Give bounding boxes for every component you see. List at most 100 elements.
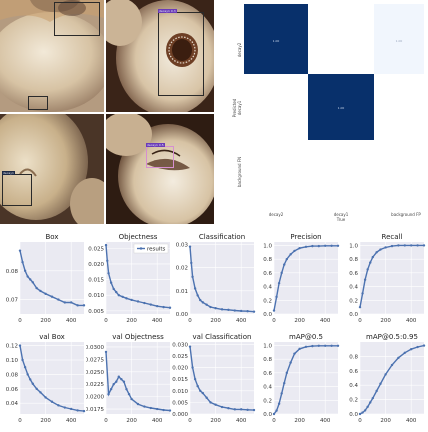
x-tick-label: 200 <box>294 318 305 324</box>
y-tick-label: 0.03 <box>176 242 189 248</box>
data-point <box>272 309 276 312</box>
x-tick-label: 200 <box>210 418 221 424</box>
data-point <box>26 373 29 376</box>
data-point <box>168 409 172 412</box>
subplot-title: Recall <box>382 233 403 241</box>
data-point <box>21 358 24 362</box>
data-point <box>277 402 281 405</box>
x-tick-label: 0 <box>188 418 192 424</box>
data-point <box>44 396 47 399</box>
subplot-val-classification: 0.000 0.005 0.010 0.015 0.020 0.025 0.030 0 200 4… <box>170 330 256 432</box>
y-tick-label: 1.0 <box>349 243 358 249</box>
x-tick-label: 0 <box>18 418 22 424</box>
y-tick-label: 0.04 <box>6 401 19 407</box>
cell-decay2-decay2 <box>244 4 308 74</box>
data-point <box>121 295 124 298</box>
data-point <box>109 281 113 284</box>
subplot-title: Classification <box>199 233 245 241</box>
y-tick-label: 0.06 <box>6 387 19 393</box>
x-tick-label: 400 <box>320 318 331 324</box>
data-point <box>127 392 131 396</box>
data-point <box>57 298 60 301</box>
data-point <box>39 289 42 293</box>
cell-decay2-background <box>374 4 424 74</box>
data-point <box>26 275 29 278</box>
data-point <box>201 391 204 395</box>
data-point <box>336 244 340 247</box>
data-point <box>21 260 24 264</box>
data-point <box>375 251 378 254</box>
plot-area <box>20 242 84 314</box>
confusion-matrix: 1.00 1.00 1.00 decay2 decay1 Predicted b… <box>214 0 428 228</box>
y-tick-label: 0.0175 <box>86 407 104 413</box>
cell-decay1-decay1 <box>308 74 374 140</box>
x-tick-label: 400 <box>406 418 417 424</box>
data-point <box>324 244 327 247</box>
data-point <box>397 244 400 247</box>
data-point <box>209 401 212 404</box>
subplot-map-0-5-0-95: 0.0 0.2 0.4 0.6 0.8 0 200 400 mAP@0.5:0.95 <box>340 330 426 432</box>
data-point <box>29 278 32 281</box>
subplot-title: mAP@0.5 <box>289 333 323 341</box>
data-point <box>422 244 426 247</box>
data-point <box>136 300 140 303</box>
data-point <box>298 347 301 351</box>
subplot-title: mAP@0.5:0.95 <box>366 333 418 341</box>
tooth-photo <box>0 0 104 112</box>
data-point <box>107 392 110 396</box>
y-tick-label: 1.0 <box>263 343 272 349</box>
detection-box <box>146 146 174 168</box>
data-point <box>76 409 79 412</box>
data-point <box>130 397 133 401</box>
data-point <box>35 286 38 290</box>
data-point <box>188 345 192 348</box>
plot-area <box>190 342 254 414</box>
data-point <box>330 244 333 247</box>
data-point <box>410 244 413 247</box>
data-point <box>115 380 118 383</box>
series-line <box>105 245 171 309</box>
data-point <box>289 253 292 256</box>
x-tick-label: 200 <box>294 418 305 424</box>
y-tick-label: 0.00 <box>176 312 189 318</box>
data-point <box>188 245 192 248</box>
svg-text:1.00: 1.00 <box>338 106 345 110</box>
subplot-box: 0.07 0.08 0 200 400 Box <box>0 230 86 332</box>
data-point <box>416 345 419 349</box>
data-point <box>285 257 288 261</box>
x-tick-label: 0 <box>358 318 362 324</box>
y-tick-label: 0.6 <box>263 271 272 277</box>
y-tick-label: 0.2 <box>263 398 272 404</box>
x-tick-label: decay1 <box>334 212 349 217</box>
data-point <box>366 268 369 271</box>
data-point <box>280 271 283 275</box>
data-point <box>196 384 199 388</box>
data-point <box>410 348 413 351</box>
x-tick-label: 0 <box>104 318 108 324</box>
data-point <box>233 309 236 312</box>
data-point <box>196 294 199 297</box>
data-point <box>57 404 60 407</box>
data-point <box>422 344 426 347</box>
data-point <box>240 309 243 313</box>
data-point <box>31 382 34 385</box>
data-point <box>293 249 296 253</box>
x-tick-label: 200 <box>40 318 51 324</box>
x-tick-label: 400 <box>152 418 163 424</box>
y-tick-label: 0.0275 <box>86 357 104 363</box>
subplot-classification: 0.00 0.01 0.02 0.03 0 200 400 Classification <box>170 230 256 332</box>
y-tick-label: 0.000 <box>172 412 188 418</box>
data-point <box>358 305 362 309</box>
data-point <box>403 351 406 354</box>
detection-box <box>2 174 32 206</box>
data-point <box>125 387 128 391</box>
subplot-title: val Objectness <box>112 333 164 341</box>
data-point <box>240 408 243 411</box>
data-point <box>209 305 212 309</box>
data-point <box>107 272 110 275</box>
data-point <box>50 295 54 298</box>
y-tick-label: 0.01 <box>176 289 188 295</box>
data-point <box>289 361 292 364</box>
data-point <box>168 306 172 309</box>
data-point <box>122 380 126 383</box>
